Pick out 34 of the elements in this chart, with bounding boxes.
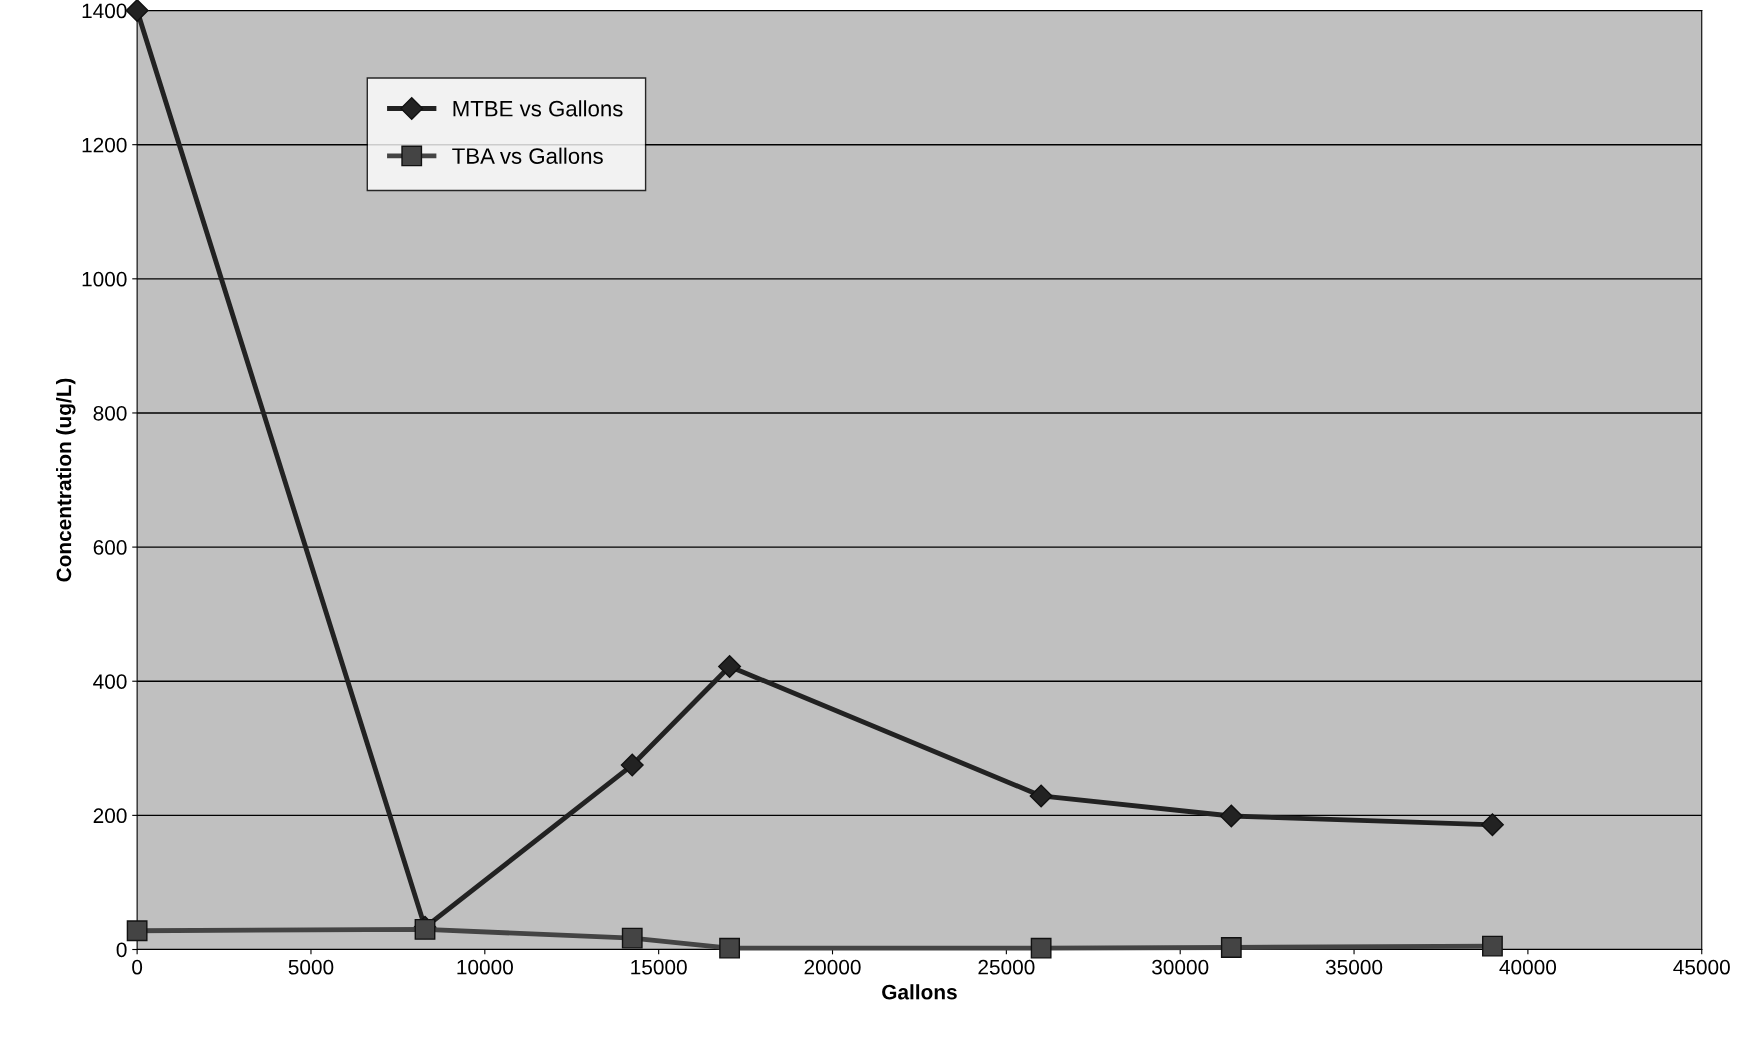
x-axis-title: Gallons [882, 984, 957, 1000]
legend-label: MTBE vs Gallons [453, 100, 623, 117]
point [1220, 937, 1242, 958]
point [1030, 937, 1052, 959]
x-tick-label: 40000 [1499, 959, 1557, 975]
x-tick-label: 5000 [288, 959, 334, 975]
point [718, 654, 742, 678]
y-tick-label: 800 [93, 405, 127, 421]
point [125, 0, 149, 23]
x-tick-label: 20000 [804, 959, 861, 975]
x-tick-label: 0 [132, 959, 143, 975]
x-tick-label: 35000 [1325, 959, 1383, 975]
point [719, 937, 741, 959]
y-tick-label: 1000 [82, 271, 127, 287]
x-tick-label: 25000 [978, 959, 1035, 975]
x-tick-label: 45000 [1673, 959, 1730, 975]
x-tick-label: 30000 [1152, 959, 1209, 975]
point [620, 753, 644, 777]
y-tick-label: 1200 [82, 137, 127, 153]
x-tick-label: 10000 [457, 959, 513, 975]
y-axis-title: Concentration (ug/L) [55, 378, 76, 582]
y-tick-label: 600 [93, 540, 127, 555]
point [621, 927, 643, 949]
legend-label: TBA vs Gallons [452, 147, 603, 164]
y-tick-label: 0 [116, 942, 127, 958]
point [126, 920, 148, 942]
point [1219, 804, 1243, 828]
point [1480, 813, 1504, 837]
y-tick-label: 1400 [82, 3, 127, 19]
y-tick-label: 400 [93, 674, 127, 689]
point [1029, 784, 1053, 808]
point [1482, 935, 1503, 957]
x-tick-label: 15000 [631, 959, 687, 975]
y-tick-label: 200 [93, 808, 127, 824]
